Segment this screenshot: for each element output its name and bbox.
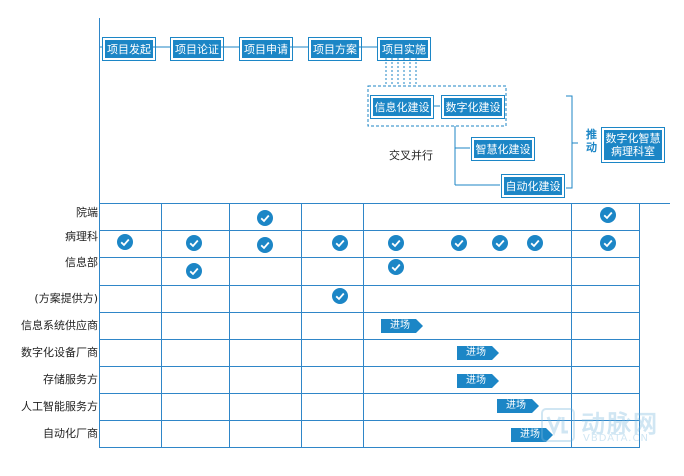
check-icon [257,237,273,253]
watermark-logo: 动脉网 VBDATA.CN [541,404,681,448]
node-intelligent: 智慧化建设 [472,138,534,160]
check-icon [388,259,404,275]
check-icon [257,210,273,226]
entry-tag-automation: 进场 [511,428,553,442]
row-label-solution-provider: (方案提供方) [34,292,98,305]
row-label-automation-vendor: 自动化厂商 [43,427,98,440]
grid-line [99,312,640,313]
flow-connectors [100,46,578,189]
node-automation: 自动化建设 [502,175,564,197]
grid-vline [229,203,230,447]
entry-tag-storage: 进场 [457,374,499,388]
row-label-hospital: 院端 [76,206,98,219]
grid-top-line [99,203,670,204]
check-icon [186,263,202,279]
grid-line [99,285,640,286]
entry-tag-ai: 进场 [497,399,539,413]
check-icon [332,288,348,304]
row-label-ai-provider: 人工智能服务方 [21,400,98,413]
target-digital-pathology: 数字化智慧 病理科室 [602,128,664,162]
step-plan: 项目方案 [309,38,361,60]
row-label-it-dept: 信息部 [65,256,98,269]
watermark-url: VBDATA.CN [583,433,649,444]
grid-vline [639,203,640,447]
row-label-info-system-vendor: 信息系统供应商 [21,319,98,332]
step-application: 项目申请 [240,38,292,60]
check-icon [527,235,543,251]
entry-tag-info-system: 进场 [381,319,423,333]
grid-vline [301,203,302,447]
parallel-label: 交叉并行 [389,149,433,162]
row-label-storage-provider: 存储服务方 [43,373,98,386]
row-label-pathology: 病理科 [65,230,98,243]
left-axis [99,18,100,448]
node-informatization: 信息化建设 [371,96,433,118]
step-initiate: 项目发起 [103,38,155,60]
check-icon [186,235,202,251]
grid-line [99,230,640,231]
grid-line [99,393,640,394]
check-icon [388,235,404,251]
entry-tag-digital-device: 进场 [457,346,499,360]
grid-vline [571,203,572,447]
node-digitalization: 数字化建设 [442,96,504,118]
check-icon [600,235,616,251]
drive-label: 推 动 [586,128,597,154]
grid-line [99,257,640,258]
step-feasibility: 项目论证 [171,38,223,60]
grid-line [99,447,640,448]
row-label-digital-device-vendor: 数字化设备厂商 [21,346,98,359]
check-icon [451,235,467,251]
vb-logo-icon [541,408,575,442]
check-icon [117,234,133,250]
grid-line [99,366,640,367]
check-icon [492,235,508,251]
grid-line [99,420,640,421]
watermark-name: 动脉网 [581,410,659,438]
grid-line [99,339,640,340]
check-icon [600,207,616,223]
grid-vline [363,203,364,447]
grid-vline [161,203,162,447]
check-icon [332,235,348,251]
